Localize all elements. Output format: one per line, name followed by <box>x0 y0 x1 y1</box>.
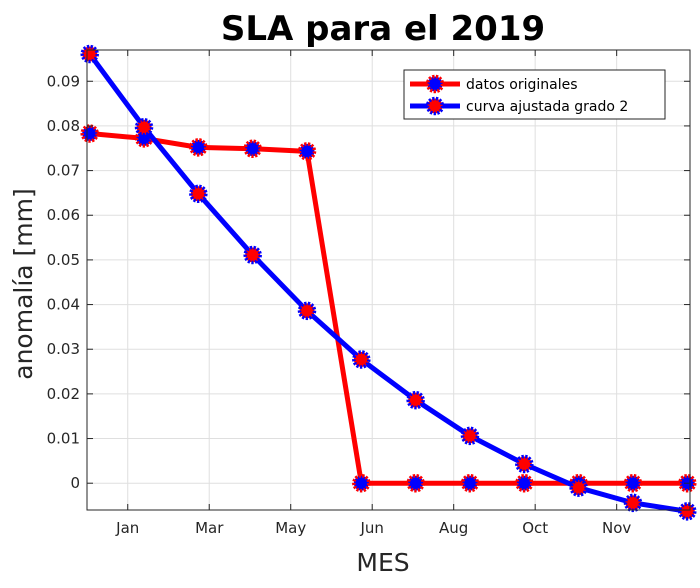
data-point <box>623 493 643 513</box>
x-tick-label: Jun <box>359 519 383 537</box>
data-point <box>189 184 208 204</box>
y-tick-label: 0.03 <box>47 340 80 358</box>
plot-area <box>87 50 690 510</box>
data-point <box>460 426 480 446</box>
legend-marker <box>425 74 445 94</box>
data-point <box>243 245 262 265</box>
x-axis-ticks: Jan Mar May Jun Aug Oct Nov <box>115 50 631 537</box>
y-tick-label: 0 <box>70 474 80 492</box>
x-tick-label: Aug <box>439 519 468 537</box>
y-tick-label: 0.09 <box>47 72 80 90</box>
y-axis-label: anomalía [mm] <box>9 188 38 380</box>
series-line <box>87 52 688 514</box>
legend: datos originales curva ajustada grado 2 <box>403 69 666 120</box>
data-point <box>352 350 371 369</box>
y-tick-label: 0.02 <box>47 385 80 403</box>
series-2 <box>80 44 697 521</box>
x-axis-label: MES <box>356 548 409 577</box>
y-tick-label: 0.07 <box>47 162 80 180</box>
legend-label: datos originales <box>466 77 578 93</box>
x-tick-label: Oct <box>522 519 548 537</box>
series-layer <box>80 44 697 521</box>
data-point <box>515 473 534 493</box>
data-point <box>80 44 99 64</box>
data-point <box>569 478 588 497</box>
legend-label: curva ajustada grado 2 <box>466 99 628 115</box>
data-point <box>460 473 480 493</box>
data-point <box>134 118 154 137</box>
grid-lines <box>87 50 690 510</box>
data-point <box>243 139 262 158</box>
y-axis-ticks: 0 0.01 0.02 0.03 0.04 0.05 0.06 0.07 0.08 0.09 <box>47 72 690 492</box>
x-tick-label: Mar <box>195 519 224 537</box>
data-point <box>406 473 425 493</box>
x-tick-label: May <box>275 519 306 537</box>
data-point <box>515 454 534 474</box>
legend-box <box>403 69 666 120</box>
legend-entry: curva ajustada grado 2 <box>410 96 628 116</box>
chart-title: SLA para el 2019 <box>221 9 545 49</box>
y-tick-label: 0.05 <box>47 251 80 269</box>
data-point <box>297 142 317 161</box>
y-tick-label: 0.01 <box>47 430 80 448</box>
y-tick-label: 0.04 <box>47 296 80 314</box>
x-tick-label: Nov <box>602 519 631 537</box>
plot-frame <box>86 49 691 511</box>
legend-entry: datos originales <box>410 74 578 94</box>
y-tick-label: 0.06 <box>47 206 80 224</box>
legend-marker <box>425 96 445 116</box>
data-point <box>406 390 425 410</box>
data-point <box>80 124 99 143</box>
data-point <box>678 502 697 521</box>
data-point <box>189 138 208 157</box>
y-tick-label: 0.08 <box>47 117 80 135</box>
data-point <box>623 473 643 493</box>
data-point <box>352 473 371 493</box>
data-point <box>297 301 317 321</box>
x-tick-label: Jan <box>115 519 139 537</box>
